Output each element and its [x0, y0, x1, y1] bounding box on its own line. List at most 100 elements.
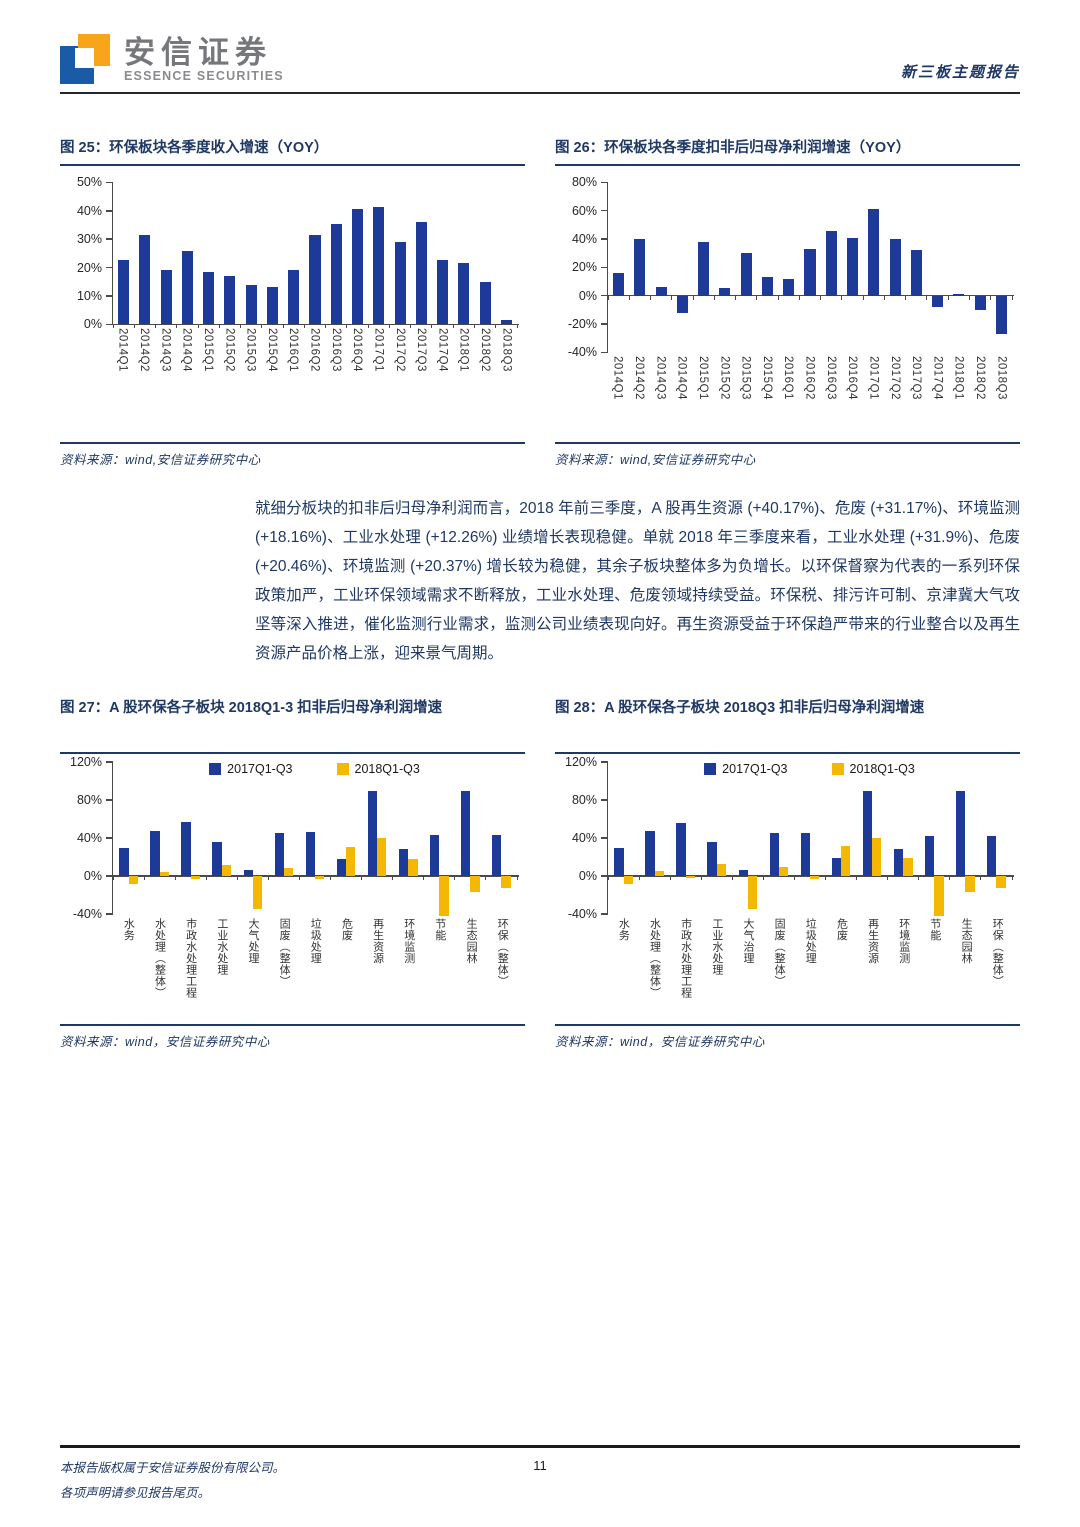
y-axis-tick-mark [601, 209, 608, 212]
x-label-slot: 水处理（整体） [143, 918, 174, 1020]
y-tick-label: 80% [76, 793, 102, 807]
x-tick-label: 2018Q2 [479, 328, 491, 373]
x-tick-label: 危废 [835, 918, 848, 941]
legend-item: 2017Q1-Q3 [209, 762, 293, 776]
x-axis-tick-mark [650, 295, 652, 300]
x-label-slot: 再生资源 [361, 918, 392, 1020]
bar [634, 239, 646, 296]
x-axis-tick-mark [388, 324, 390, 329]
bar [128, 876, 138, 884]
x-axis-tick-mark [454, 876, 456, 880]
x-axis-tick-mark [452, 324, 454, 329]
x-label-slot: 环境监测 [392, 918, 423, 1020]
y-tick-label: 120% [70, 755, 102, 769]
x-tick-label: 2018Q3 [500, 328, 513, 373]
x-label-slot: 2017Q4 [927, 356, 948, 418]
x-tick-label: 2015Q3 [244, 328, 257, 373]
x-label-slot: 2017Q1 [368, 328, 389, 404]
bar [698, 241, 710, 296]
x-label-slot: 2014Q3 [155, 328, 176, 404]
figure-27-source: 资料来源：wind，安信证券研究中心 [60, 1024, 525, 1050]
bar [903, 857, 913, 876]
x-axis-tick-mark [236, 876, 238, 880]
figure-28-title: 图 28：A 股环保各子板块 2018Q3 扣非后归母净利润增速 [555, 696, 1020, 754]
x-axis-tick-mark [669, 876, 671, 880]
bar [761, 277, 773, 296]
x-tick-label: 固废（整体） [773, 918, 786, 987]
x-label-slot: 水务 [607, 918, 638, 1020]
x-tick-label: 2016Q3 [824, 356, 837, 401]
x-label-slot: 环保（整体） [981, 918, 1012, 1020]
essence-securities-logo-icon [60, 34, 110, 86]
bar [437, 260, 449, 325]
logo-white-square [75, 48, 94, 68]
bar [685, 876, 695, 878]
x-tick-label: 工业水处理 [215, 918, 228, 976]
x-tick-label: 环保（整体） [991, 918, 1004, 987]
bar [398, 849, 409, 876]
bar [288, 270, 300, 325]
y-axis-tick-mark [601, 266, 608, 269]
bar [740, 253, 752, 296]
x-tick-label: 2014Q3 [654, 356, 667, 401]
bar [266, 287, 278, 325]
y-tick-label: 80% [571, 793, 597, 807]
x-axis-tick-mark [762, 876, 764, 880]
x-axis-tick-mark [423, 876, 425, 880]
x-tick-label: 2017Q3 [415, 328, 428, 373]
bar [846, 237, 859, 296]
x-axis-tick-mark [133, 324, 135, 329]
x-tick-label: 2015Q2 [223, 328, 236, 373]
plot-area [106, 761, 519, 916]
y-tick-label: 40% [571, 232, 597, 247]
x-label-slot: 2015Q2 [219, 328, 240, 404]
copyright-line-2: 各项声明请参见报告尾页。 [60, 1485, 211, 1500]
x-label-slot: 2015Q2 [714, 356, 735, 418]
x-tick-label: 再生资源 [866, 918, 879, 964]
x-axis-tick-mark [143, 876, 145, 880]
x-tick-label: 2015Q2 [718, 356, 731, 401]
bar [159, 872, 169, 876]
x-tick-label: 2015Q1 [696, 356, 709, 401]
figure-26-source: 资料来源：wind,安信证券研究中心 [555, 442, 1020, 468]
legend-swatch-icon [831, 763, 844, 775]
x-axis-tick-mark [367, 324, 369, 329]
brand-block: 安信证券 ESSENCE SECURITIES [60, 34, 284, 86]
figure-25-source: 资料来源：wind,安信证券研究中心 [60, 442, 525, 468]
y-axis-tick-mark [106, 913, 113, 915]
bar [769, 833, 779, 876]
bar [415, 222, 427, 325]
y-axis-tick-mark [106, 761, 113, 763]
x-label-slot: 固废（整体） [763, 918, 794, 1020]
x-label-slot: 工业水处理 [205, 918, 236, 1020]
bar [283, 868, 294, 876]
x-label-slot: 2016Q2 [799, 356, 820, 418]
bar [862, 790, 873, 876]
x-label-slot: 2016Q4 [346, 328, 367, 404]
x-tick-label: 2016Q2 [308, 328, 321, 373]
y-tick-label: 20% [76, 260, 102, 275]
bar [394, 242, 406, 325]
x-tick-label: 2017Q2 [888, 356, 901, 401]
x-tick-label: 2016Q4 [351, 328, 364, 373]
bar [408, 858, 418, 876]
x-label-slot: 工业水处理 [700, 918, 731, 1020]
figure-27-title: 图 27：A 股环保各子板块 2018Q1-3 扣非后归母净利润增速 [60, 696, 525, 754]
y-axis-tick-mark [106, 295, 113, 297]
figure-28-source: 资料来源：wind，安信证券研究中心 [555, 1024, 1020, 1050]
x-axis-line [113, 323, 519, 326]
bar [868, 209, 880, 296]
x-axis-tick-mark [638, 876, 640, 880]
x-tick-label: 大气治理 [741, 918, 754, 964]
y-tick-label: -40% [567, 907, 597, 921]
x-tick-label: 2014Q4 [675, 356, 688, 401]
bar [953, 294, 965, 296]
x-axis-tick-mark [793, 876, 795, 880]
x-axis-tick-mark [731, 876, 733, 880]
bar [974, 295, 986, 310]
chart-legend: 2017Q1-Q3 2018Q1-Q3 [607, 762, 1012, 776]
x-axis-tick-mark [155, 324, 157, 329]
x-axis-line [608, 294, 1014, 297]
x-tick-label: 2018Q2 [974, 356, 986, 401]
x-tick-label: 2017Q2 [393, 328, 406, 373]
